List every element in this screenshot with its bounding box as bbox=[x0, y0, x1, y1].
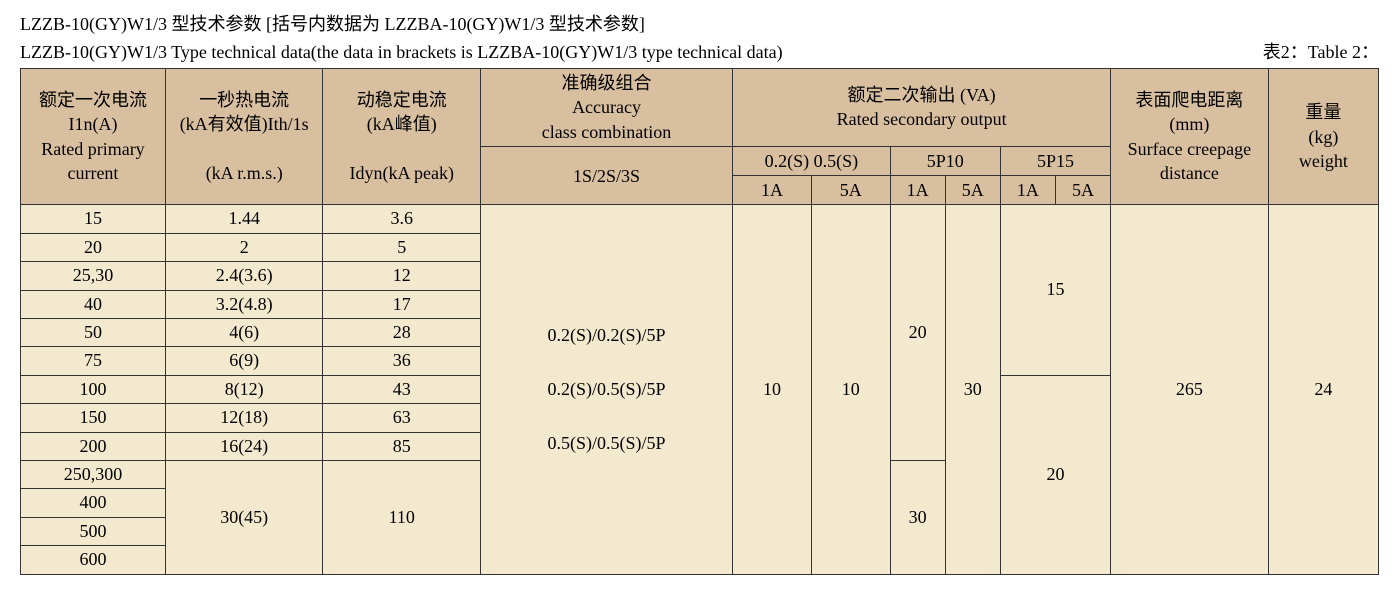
header-weight-kg: (kg) bbox=[1308, 127, 1338, 147]
cell-thermal: 3.2(4.8) bbox=[165, 290, 323, 318]
header-primary-sym: I1n(A) bbox=[68, 114, 117, 134]
header-creepage-mm: (mm) bbox=[1169, 114, 1209, 134]
cell-thermal: 4(6) bbox=[165, 319, 323, 347]
header-out-5a-3: 5A bbox=[1055, 176, 1110, 205]
header-accuracy-sub: 1S/2S/3S bbox=[481, 146, 733, 205]
header-accuracy: 准确级组合 Accuracy class combination bbox=[481, 69, 733, 147]
cell-out-5a: 10 bbox=[811, 205, 890, 574]
header-thermal-unit: (kA r.m.s.) bbox=[206, 163, 283, 183]
cell-dyn: 5 bbox=[323, 233, 481, 261]
cell-thermal: 8(12) bbox=[165, 375, 323, 403]
cell-p10-1a-top: 20 bbox=[890, 205, 945, 461]
cell-accuracy: 0.2(S)/0.2(S)/5P 0.2(S)/0.5(S)/5P 0.5(S)… bbox=[481, 205, 733, 574]
cell-thermal-last: 30(45) bbox=[165, 461, 323, 575]
cell-thermal: 2.4(3.6) bbox=[165, 262, 323, 290]
header-dyn: 动稳定电流 (kA峰值) Idyn(kA peak) bbox=[323, 69, 481, 205]
table-label: 表2：Table 2： bbox=[1263, 38, 1379, 64]
cell-primary: 50 bbox=[21, 319, 166, 347]
cell-dyn: 28 bbox=[323, 319, 481, 347]
title-row: LZZB-10(GY)W1/3 Type technical data(the … bbox=[20, 38, 1379, 64]
title-cn: LZZB-10(GY)W1/3 型技术参数 [括号内数据为 LZZBA-10(G… bbox=[20, 10, 1379, 36]
cell-thermal: 6(9) bbox=[165, 347, 323, 375]
cell-dyn: 43 bbox=[323, 375, 481, 403]
header-creepage-cn: 表面爬电距离 bbox=[1135, 90, 1243, 110]
technical-data-table: 额定一次电流 I1n(A) Rated primary current 一秒热电… bbox=[20, 68, 1379, 575]
header-weight-en: weight bbox=[1299, 151, 1348, 171]
cell-dyn: 63 bbox=[323, 404, 481, 432]
accuracy-line-2: 0.2(S)/0.5(S)/5P bbox=[548, 379, 666, 399]
header-out-5a-1: 5A bbox=[811, 176, 890, 205]
header-out-02-05: 0.2(S) 0.5(S) bbox=[733, 146, 891, 175]
header-out-5a-2: 5A bbox=[945, 176, 1000, 205]
cell-dyn-last: 110 bbox=[323, 461, 481, 575]
cell-thermal: 16(24) bbox=[165, 432, 323, 460]
cell-p15-bot: 20 bbox=[1000, 375, 1110, 574]
accuracy-line-1: 0.2(S)/0.2(S)/5P bbox=[548, 325, 666, 345]
header-out-5p10: 5P10 bbox=[890, 146, 1000, 175]
header-dyn-unit: Idyn(kA peak) bbox=[350, 163, 454, 183]
cell-p15-top: 15 bbox=[1000, 205, 1110, 375]
cell-primary: 15 bbox=[21, 205, 166, 233]
header-primary-en: Rated primary current bbox=[41, 139, 144, 183]
header-thermal-sym: (kA有效值)Ith/1s bbox=[180, 114, 309, 134]
cell-dyn: 85 bbox=[323, 432, 481, 460]
header-out-1a-3: 1A bbox=[1000, 176, 1055, 205]
header-out-5p15: 5P15 bbox=[1000, 146, 1110, 175]
cell-weight: 24 bbox=[1268, 205, 1378, 574]
cell-primary: 75 bbox=[21, 347, 166, 375]
cell-dyn: 17 bbox=[323, 290, 481, 318]
header-creepage-en2: distance bbox=[1160, 163, 1219, 183]
cell-dyn: 12 bbox=[323, 262, 481, 290]
header-out-1a-2: 1A bbox=[890, 176, 945, 205]
cell-primary: 600 bbox=[21, 546, 166, 574]
accuracy-line-3: 0.5(S)/0.5(S)/5P bbox=[548, 433, 666, 453]
cell-thermal: 2 bbox=[165, 233, 323, 261]
cell-primary: 200 bbox=[21, 432, 166, 460]
header-output: 额定二次输出 (VA) Rated secondary output bbox=[733, 69, 1111, 147]
cell-primary: 150 bbox=[21, 404, 166, 432]
cell-primary: 100 bbox=[21, 375, 166, 403]
header-out-1a-1: 1A bbox=[733, 176, 812, 205]
cell-p10-1a-bot: 30 bbox=[890, 461, 945, 575]
header-primary-cn: 额定一次电流 bbox=[39, 90, 147, 110]
cell-primary: 250,300 bbox=[21, 461, 166, 489]
cell-primary: 400 bbox=[21, 489, 166, 517]
cell-primary: 500 bbox=[21, 517, 166, 545]
header-thermal: 一秒热电流 (kA有效值)Ith/1s (kA r.m.s.) bbox=[165, 69, 323, 205]
header-accuracy-en1: Accuracy bbox=[572, 97, 641, 117]
header-primary-current: 额定一次电流 I1n(A) Rated primary current bbox=[21, 69, 166, 205]
header-dyn-cn: 动稳定电流 bbox=[357, 90, 447, 110]
cell-p10-5a: 30 bbox=[945, 205, 1000, 574]
header-accuracy-en2: class combination bbox=[542, 122, 671, 142]
table-row: 15 1.44 3.6 0.2(S)/0.2(S)/5P 0.2(S)/0.5(… bbox=[21, 205, 1379, 233]
header-weight: 重量 (kg) weight bbox=[1268, 69, 1378, 205]
cell-primary: 20 bbox=[21, 233, 166, 261]
cell-thermal: 12(18) bbox=[165, 404, 323, 432]
cell-primary: 40 bbox=[21, 290, 166, 318]
header-thermal-cn: 一秒热电流 bbox=[199, 90, 289, 110]
header-creepage-en1: Surface creepage bbox=[1128, 139, 1251, 159]
header-weight-cn: 重量 bbox=[1305, 102, 1341, 122]
cell-dyn: 3.6 bbox=[323, 205, 481, 233]
title-en: LZZB-10(GY)W1/3 Type technical data(the … bbox=[20, 42, 783, 63]
cell-creepage: 265 bbox=[1111, 205, 1269, 574]
header-row-1: 额定一次电流 I1n(A) Rated primary current 一秒热电… bbox=[21, 69, 1379, 147]
header-accuracy-cn: 准确级组合 bbox=[562, 73, 652, 93]
header-output-cn: 额定二次输出 (VA) bbox=[848, 85, 996, 105]
header-output-en: Rated secondary output bbox=[837, 109, 1007, 129]
cell-out-1a: 10 bbox=[733, 205, 812, 574]
cell-thermal: 1.44 bbox=[165, 205, 323, 233]
header-dyn-sym: (kA峰值) bbox=[367, 114, 437, 134]
header-creepage: 表面爬电距离 (mm) Surface creepage distance bbox=[1111, 69, 1269, 205]
cell-primary: 25,30 bbox=[21, 262, 166, 290]
cell-dyn: 36 bbox=[323, 347, 481, 375]
